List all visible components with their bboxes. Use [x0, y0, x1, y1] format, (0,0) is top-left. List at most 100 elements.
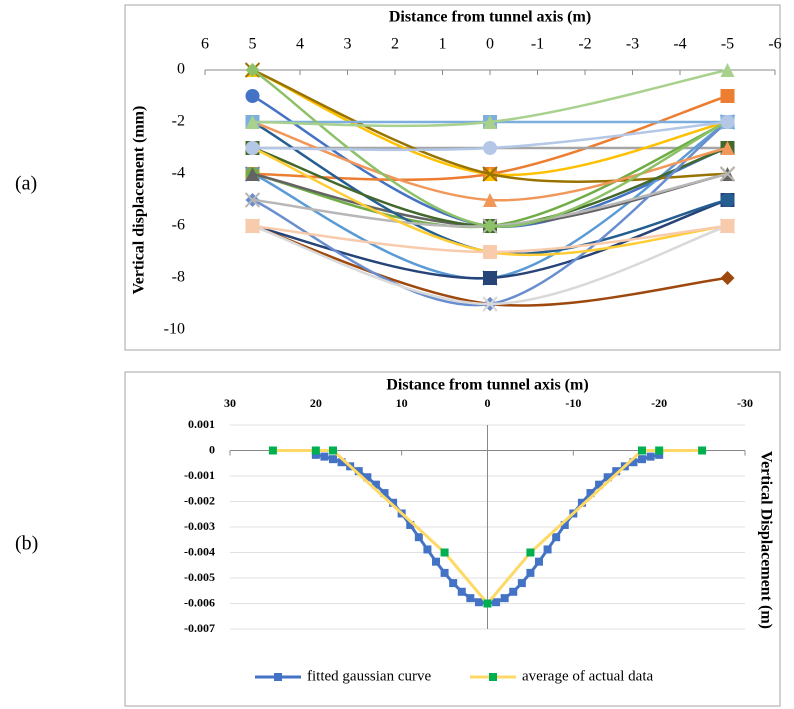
x-tick-label: -1 — [531, 36, 544, 53]
panel-a-frame — [124, 4, 781, 351]
marker — [586, 489, 595, 498]
x-tick-label: 5 — [249, 36, 257, 53]
y-axis-title: Vertical displacement (mm) — [131, 106, 148, 295]
y-tick-label: 0 — [177, 61, 185, 78]
x-tick-label: -2 — [578, 36, 591, 53]
legend-marker — [274, 673, 282, 681]
x-tick-label: -6 — [768, 36, 781, 53]
marker — [457, 587, 466, 596]
marker — [720, 271, 735, 285]
marker — [720, 141, 735, 155]
marker — [552, 533, 561, 542]
marker — [483, 245, 497, 259]
x-tick-label: -10 — [565, 396, 581, 410]
marker — [560, 520, 569, 529]
y-tick-label: -0.006 — [184, 595, 215, 609]
marker — [440, 548, 449, 557]
marker — [311, 446, 320, 455]
marker — [414, 533, 423, 542]
marker — [466, 594, 475, 603]
marker — [245, 63, 260, 77]
series-line — [252, 224, 728, 306]
x-axis-title: Distance from tunnel axis (m) — [389, 9, 591, 26]
marker — [492, 598, 501, 607]
marker — [500, 594, 509, 603]
marker — [245, 89, 260, 103]
y-tick-label: -8 — [172, 269, 185, 286]
marker — [432, 557, 440, 566]
x-tick-label: 0 — [486, 36, 494, 53]
panel-label: (b) — [15, 533, 38, 555]
marker — [406, 520, 415, 529]
marker — [720, 193, 735, 207]
marker — [483, 115, 497, 129]
marker — [517, 579, 526, 588]
x-tick-label: -5 — [721, 36, 734, 53]
x-tick-label: 2 — [391, 36, 399, 53]
marker — [483, 599, 492, 608]
marker — [509, 587, 518, 596]
marker — [245, 141, 260, 155]
marker — [720, 219, 735, 233]
marker — [354, 467, 363, 476]
marker — [629, 458, 638, 467]
legend-label: fitted gaussian curve — [307, 668, 431, 684]
x-tick-label: -30 — [737, 396, 753, 410]
x-tick-label: -4 — [673, 36, 686, 53]
y-tick-label: 0 — [209, 442, 215, 456]
y-tick-label: 0.001 — [188, 417, 215, 431]
x-tick-label: -20 — [651, 396, 667, 410]
legend-label: average of actual data — [522, 668, 654, 684]
marker — [543, 545, 552, 554]
marker — [389, 498, 398, 507]
x-tick-label: 10 — [396, 396, 408, 410]
x-tick-label: 30 — [224, 396, 236, 410]
x-tick-label: 4 — [296, 36, 304, 53]
marker — [482, 296, 498, 312]
marker — [612, 467, 621, 476]
marker — [482, 166, 498, 182]
y-tick-label: -0.002 — [184, 493, 215, 507]
marker — [638, 455, 646, 464]
marker — [526, 548, 535, 557]
marker — [720, 63, 735, 77]
marker — [268, 446, 277, 455]
marker — [380, 489, 389, 498]
x-tick-label: 0 — [485, 396, 491, 410]
marker — [638, 446, 646, 455]
marker — [245, 115, 260, 129]
marker — [483, 271, 497, 285]
series-line — [252, 224, 728, 307]
marker — [244, 192, 261, 208]
x-tick-label: 3 — [344, 36, 352, 53]
marker — [329, 455, 337, 464]
y-tick-label: -6 — [172, 217, 185, 234]
y-tick-label: -0.007 — [184, 621, 215, 635]
marker — [474, 598, 483, 607]
marker — [655, 446, 664, 455]
x-axis-title: Distance from tunnel axis (m) — [386, 377, 588, 394]
marker — [311, 450, 320, 459]
marker — [320, 452, 329, 461]
marker — [337, 458, 346, 467]
marker — [655, 450, 664, 459]
marker — [603, 473, 612, 482]
marker — [720, 115, 735, 129]
marker — [483, 193, 497, 207]
marker — [698, 446, 707, 455]
y-axis-title: Vertical Displacement (m) — [757, 451, 774, 629]
marker — [423, 545, 432, 554]
y-tick-label: -10 — [164, 321, 185, 338]
y-tick-label: -0.004 — [184, 544, 215, 558]
marker — [483, 219, 497, 233]
y-tick-label: -2 — [172, 113, 185, 130]
marker — [363, 473, 372, 482]
legend-marker — [489, 673, 497, 681]
marker — [646, 452, 655, 461]
marker — [577, 498, 586, 507]
marker — [526, 568, 535, 577]
marker — [535, 557, 543, 566]
y-tick-label: -0.003 — [184, 519, 215, 533]
x-tick-label: 20 — [310, 396, 322, 410]
